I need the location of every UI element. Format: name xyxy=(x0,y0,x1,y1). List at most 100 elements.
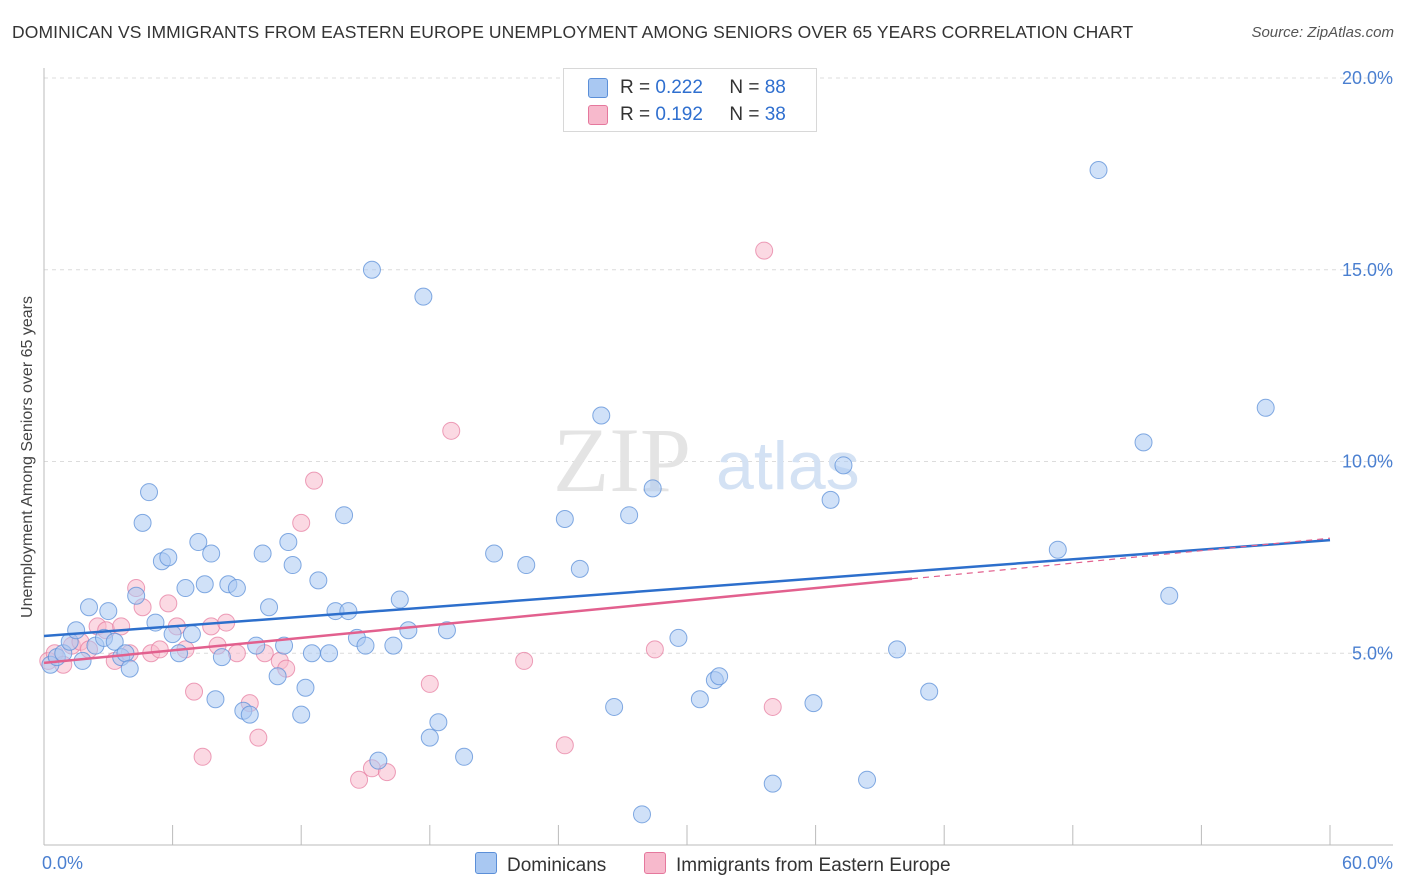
legend-n-label: N = xyxy=(729,104,760,125)
legend-r-value: 0.222 xyxy=(655,77,703,98)
data-point-dominicans xyxy=(1134,433,1153,452)
source-credit: Source: ZipAtlas.com xyxy=(1251,24,1394,41)
data-point-dominicans xyxy=(80,598,99,617)
data-point-dominicans xyxy=(1048,540,1067,559)
trend-line-immigrants-extension xyxy=(911,537,1331,580)
bottom-legend-swatch-immigrants xyxy=(644,852,666,874)
legend: R = 0.222 N = 88 R = 0.192 N = 38 xyxy=(563,68,817,132)
data-point-immigrants xyxy=(515,651,534,670)
bottom-legend-immigrants: Immigrants from Eastern Europe xyxy=(644,852,951,877)
data-point-dominicans xyxy=(632,805,651,824)
data-point-dominicans xyxy=(227,579,246,598)
data-point-dominicans xyxy=(283,556,302,575)
data-point-dominicans xyxy=(127,586,146,605)
data-point-dominicans xyxy=(105,632,124,651)
data-point-immigrants xyxy=(763,697,782,716)
y-tick-label: 15.0% xyxy=(1342,260,1393,280)
data-point-dominicans xyxy=(67,621,86,640)
data-point-dominicans xyxy=(390,590,409,609)
data-point-dominicans xyxy=(517,556,536,575)
data-point-dominicans xyxy=(120,659,139,678)
data-point-dominicans xyxy=(163,625,182,644)
data-point-dominicans xyxy=(170,644,189,663)
data-point-dominicans xyxy=(1089,161,1108,180)
axes xyxy=(43,68,1393,846)
data-point-dominicans xyxy=(292,705,311,724)
x-ticks xyxy=(43,825,1331,845)
data-point-dominicans xyxy=(763,774,782,793)
data-point-dominicans xyxy=(302,644,321,663)
bottom-legend-dominicans: Dominicans xyxy=(475,852,606,877)
bottom-legend-swatch-dominicans xyxy=(475,852,497,874)
data-point-dominicans xyxy=(268,667,287,686)
data-point-immigrants xyxy=(202,617,221,636)
data-point-dominicans xyxy=(592,406,611,425)
y-tick-label: 10.0% xyxy=(1342,452,1393,472)
watermark: ZIP atlas xyxy=(553,409,860,511)
data-point-dominicans xyxy=(296,678,315,697)
data-point-dominicans xyxy=(253,544,272,563)
data-point-dominicans xyxy=(369,751,388,770)
data-point-dominicans xyxy=(335,506,354,525)
bottom-legend-label: Immigrants from Eastern Europe xyxy=(676,855,951,876)
data-point-dominicans xyxy=(362,260,381,279)
data-point-immigrants xyxy=(159,594,178,613)
legend-n-value: 38 xyxy=(764,104,786,125)
data-point-dominicans xyxy=(212,648,231,667)
data-point-dominicans xyxy=(189,533,208,552)
data-point-dominicans xyxy=(888,640,907,659)
data-point-dominicans xyxy=(804,694,823,713)
data-point-dominicans xyxy=(182,625,201,644)
data-point-immigrants xyxy=(350,770,369,789)
data-point-dominicans xyxy=(99,602,118,621)
data-point-dominicans xyxy=(485,544,504,563)
data-point-dominicans xyxy=(710,667,729,686)
data-point-dominicans xyxy=(240,705,259,724)
watermark-zip: ZIP xyxy=(553,409,691,511)
data-point-dominicans xyxy=(206,690,225,709)
trend-line-dominicans xyxy=(43,538,1331,638)
data-point-immigrants xyxy=(227,644,246,663)
legend-n-label: N = xyxy=(729,77,760,98)
data-point-dominicans xyxy=(643,479,662,498)
data-point-dominicans xyxy=(605,697,624,716)
data-point-dominicans xyxy=(176,579,195,598)
data-point-dominicans xyxy=(669,628,688,647)
data-point-dominicans xyxy=(920,682,939,701)
data-point-immigrants xyxy=(755,241,774,260)
data-point-dominicans xyxy=(570,559,589,578)
series-dominicans-points xyxy=(41,161,1275,824)
data-point-dominicans xyxy=(420,728,439,747)
series-immigrants-points xyxy=(39,241,782,789)
data-point-immigrants xyxy=(645,640,664,659)
data-point-immigrants xyxy=(150,640,169,659)
data-point-immigrants xyxy=(292,513,311,532)
data-point-dominicans xyxy=(320,644,339,663)
data-point-dominicans xyxy=(690,690,709,709)
gridlines xyxy=(44,77,1393,654)
data-point-immigrants xyxy=(442,421,461,440)
data-point-immigrants xyxy=(185,682,204,701)
data-point-dominicans xyxy=(195,575,214,594)
trend-lines xyxy=(43,537,1331,665)
bottom-legend-label: Dominicans xyxy=(507,855,607,876)
x-tick-label-max: 60.0% xyxy=(1342,853,1393,873)
legend-r-value: 0.192 xyxy=(655,104,703,125)
data-point-immigrants xyxy=(249,728,268,747)
legend-swatch-immigrants xyxy=(588,105,608,125)
data-point-dominicans xyxy=(309,571,328,590)
data-point-dominicans xyxy=(247,636,266,655)
data-point-dominicans xyxy=(821,490,840,509)
data-point-dominicans xyxy=(429,713,448,732)
legend-text: R = 0.222 N = 88 xyxy=(620,77,786,99)
y-tick-label: 20.0% xyxy=(1342,68,1393,88)
data-point-dominicans xyxy=(384,636,403,655)
y-tick-labels: 5.0% 10.0% 15.0% 20.0% xyxy=(1342,68,1393,663)
data-point-dominicans xyxy=(555,510,574,529)
data-point-dominicans xyxy=(260,598,279,617)
x-tick-label-min: 0.0% xyxy=(42,853,83,873)
data-point-immigrants xyxy=(420,674,439,693)
data-point-dominicans xyxy=(140,483,159,502)
legend-r-label: R = xyxy=(620,104,651,125)
